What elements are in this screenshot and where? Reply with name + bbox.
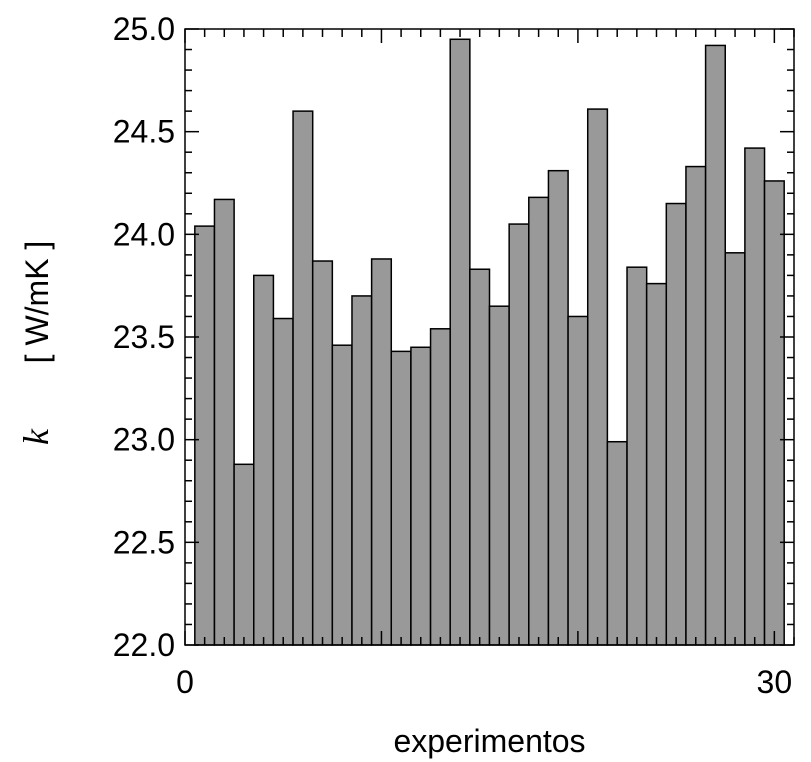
bar-26	[685, 165, 707, 646]
bar-20	[567, 315, 589, 646]
bar-5	[272, 317, 294, 646]
ticks-group	[184, 28, 795, 646]
bar-1	[194, 225, 216, 646]
bar-18	[528, 196, 550, 646]
y-tick-label: 22.0	[113, 627, 175, 663]
bars-group	[194, 38, 785, 646]
bar-29	[744, 147, 766, 646]
bar-6	[292, 110, 314, 646]
bar-3	[233, 463, 255, 646]
bar-12	[410, 346, 432, 646]
bar-2	[213, 198, 235, 646]
bar-10	[370, 258, 393, 646]
y-tick-label: 23.0	[113, 422, 175, 458]
y-axis-title: k [ W/mK ]	[16, 241, 56, 445]
bar-9	[351, 295, 373, 646]
x-axis-title: experimentos	[393, 723, 585, 759]
x-tick-labels: 0 30	[176, 664, 792, 700]
bar-7	[311, 260, 334, 646]
bar-28	[724, 252, 746, 646]
y-tick-label: 23.5	[113, 319, 175, 355]
bar-30	[763, 180, 785, 646]
bar-11	[390, 350, 412, 646]
bar-25	[665, 202, 687, 646]
bar-23	[626, 266, 648, 646]
bar-27	[704, 44, 726, 646]
bar-17	[508, 223, 530, 646]
y-tick-labels: 22.0 22.5 23.0 23.5 24.0 24.5 25.0	[113, 11, 175, 663]
x-tick-label: 0	[176, 664, 194, 700]
bar-13	[429, 328, 451, 646]
bar-4	[253, 274, 275, 646]
bar-8	[331, 344, 353, 646]
x-tick-label: 30	[757, 664, 793, 700]
y-axis-unit: [ W/mK ]	[19, 241, 55, 364]
bar-22	[606, 440, 628, 646]
bar-24	[645, 282, 668, 646]
bar-15	[469, 268, 491, 646]
y-axis-symbol: k	[16, 428, 56, 445]
bar-21	[586, 108, 609, 646]
y-tick-label: 24.0	[113, 216, 175, 252]
bar-16	[488, 305, 510, 646]
y-tick-label: 22.5	[113, 524, 175, 560]
bar-19	[547, 169, 569, 646]
bar-14	[449, 38, 471, 646]
y-tick-label: 25.0	[113, 11, 175, 47]
y-tick-label: 24.5	[113, 114, 175, 150]
